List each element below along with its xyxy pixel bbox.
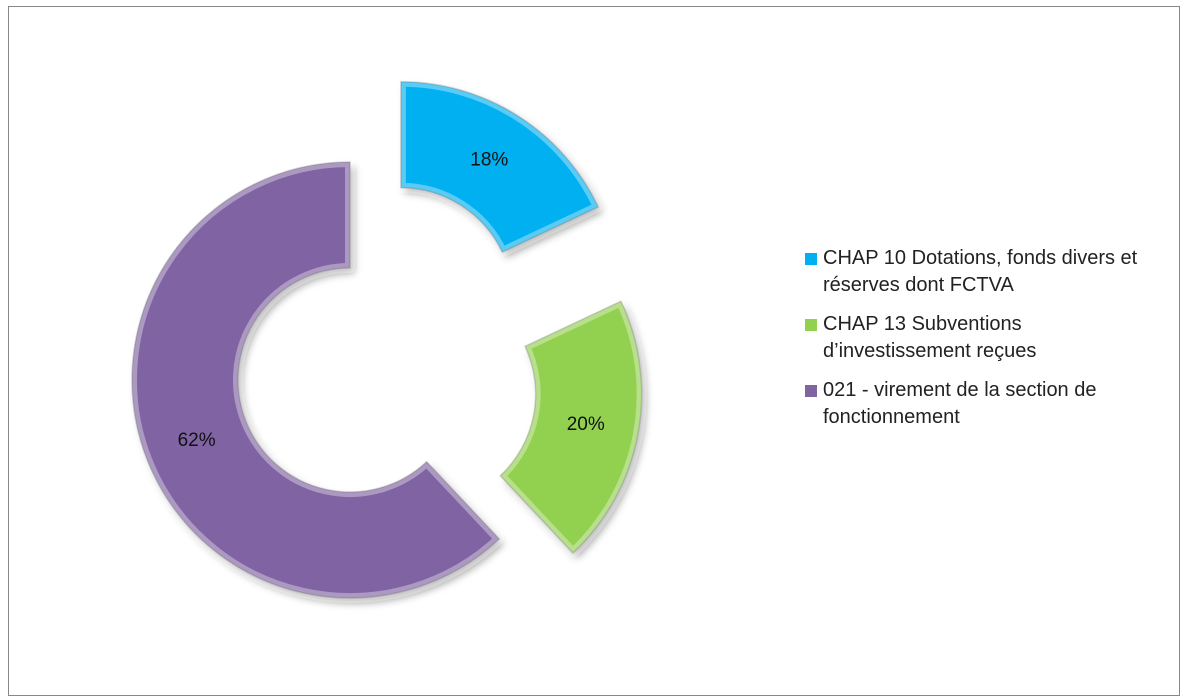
segment-bevel	[495, 296, 647, 558]
segment-bevel	[127, 157, 505, 603]
chart-frame	[8, 6, 1180, 696]
value-label: 20%	[567, 414, 605, 435]
legend-label: 021 - virement de la section de fonction…	[823, 379, 1097, 428]
legend-label: CHAP 10 Dotations, fonds divers et réser…	[823, 247, 1138, 296]
legend-label: CHAP 13 Subventions d’investissement reç…	[823, 313, 1037, 362]
value-label: 18%	[470, 149, 508, 170]
legend-swatch	[805, 385, 817, 397]
value-label: 62%	[178, 430, 216, 451]
legend-swatch	[805, 319, 817, 331]
donut-segment	[400, 81, 600, 254]
legend-swatch	[805, 253, 817, 265]
legend-item: 021 - virement de la section de fonction…	[803, 377, 1173, 431]
segment-bevel	[395, 76, 604, 258]
donut-segment	[499, 300, 643, 555]
legend-item: CHAP 10 Dotations, fonds divers et réser…	[803, 245, 1173, 299]
donut-segment	[131, 161, 501, 599]
legend-item: CHAP 13 Subventions d’investissement reç…	[803, 311, 1173, 365]
legend: CHAP 10 Dotations, fonds divers et réser…	[803, 245, 1173, 443]
